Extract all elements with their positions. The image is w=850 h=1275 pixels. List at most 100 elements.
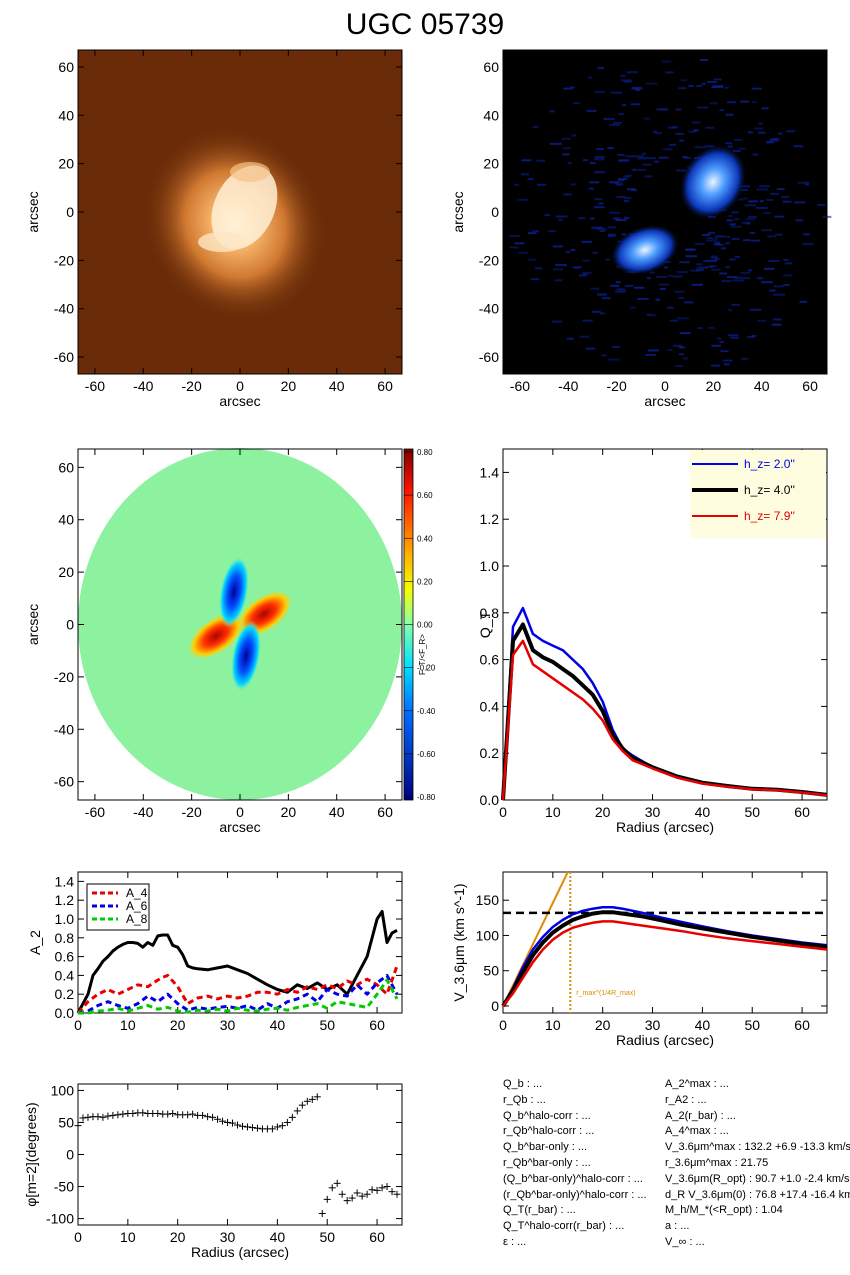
- phase-point: [84, 1113, 92, 1121]
- noise: [591, 226, 603, 229]
- y-tick-label: 0: [66, 204, 74, 220]
- y-axis-label: Q_T: [477, 610, 493, 638]
- noise: [557, 218, 563, 221]
- noise: [590, 287, 600, 290]
- noise: [706, 237, 713, 240]
- info-line: d_R V_3.6μm(0) : 76.8 +17.4 -16.4 km/s/k…: [665, 1188, 850, 1201]
- x-tick-label: 50: [744, 1017, 760, 1033]
- noise: [631, 168, 637, 171]
- noise: [732, 279, 745, 282]
- noise: [618, 113, 624, 116]
- noise: [603, 117, 615, 120]
- noise: [656, 108, 669, 111]
- noise: [745, 218, 756, 221]
- info-line: Q_b^halo-corr : ...: [503, 1109, 591, 1122]
- noise: [601, 354, 607, 357]
- phase-point: [318, 1209, 326, 1217]
- phase-point: [303, 1097, 311, 1105]
- noise: [715, 235, 725, 238]
- y-tick-label: 60: [58, 59, 74, 75]
- x-tick-label: 20: [706, 378, 722, 394]
- info-line: Q_T(r_bar) : ...: [503, 1204, 576, 1217]
- noise: [776, 188, 785, 191]
- y-tick-label: -20: [479, 252, 499, 268]
- noise: [601, 297, 611, 300]
- legend-label: A_6: [126, 899, 148, 913]
- noise: [625, 155, 638, 158]
- colorbar-tick-label: -0.80: [417, 793, 436, 802]
- noise: [609, 123, 621, 126]
- noise: [783, 258, 789, 261]
- noise: [616, 196, 626, 199]
- noise: [655, 132, 662, 135]
- noise: [767, 235, 777, 238]
- noise: [711, 86, 723, 89]
- y-tick-label: 20: [58, 564, 74, 580]
- noise: [679, 332, 691, 335]
- phase-point: [119, 1110, 127, 1118]
- info-line: r_Qb : ...: [503, 1093, 546, 1106]
- noise: [594, 90, 605, 93]
- phase-point: [184, 1111, 192, 1119]
- x-tick-label: 40: [329, 804, 345, 820]
- x-tick-label: -40: [133, 378, 153, 394]
- page-title: UGC 05739: [345, 8, 505, 41]
- image-r-content: [78, 50, 402, 374]
- noise: [694, 146, 707, 149]
- info-line: A_2(r_bar) : ...: [665, 1109, 736, 1122]
- noise: [616, 281, 621, 284]
- qt-series-line: [501, 639, 828, 801]
- noise: [514, 242, 525, 245]
- y-tick-label: 40: [483, 107, 499, 123]
- noise: [549, 110, 555, 113]
- noise: [706, 259, 717, 262]
- noise: [742, 277, 751, 280]
- y-tick-label: 1.4: [55, 873, 75, 889]
- colorbar-tick-label: -0.40: [417, 707, 436, 716]
- noise: [607, 233, 616, 236]
- noise: [623, 175, 630, 178]
- noise: [527, 232, 537, 235]
- noise: [795, 219, 804, 222]
- noise: [572, 101, 581, 104]
- noise: [608, 211, 621, 214]
- noise: [641, 152, 647, 155]
- info-left: Q_b : ... r_Qb : ... Q_b^halo-corr : ... r_…: [503, 1077, 647, 1251]
- noise: [581, 240, 593, 243]
- axis-frame: [77, 1083, 403, 1226]
- x-tick-label: 40: [270, 1229, 286, 1245]
- noise: [518, 251, 528, 254]
- info-line: r_Qb^bar-only : ...: [503, 1156, 591, 1169]
- noise: [669, 319, 679, 322]
- noise: [751, 334, 757, 337]
- noise: [680, 79, 687, 82]
- phase-point: [189, 1110, 197, 1118]
- x-axis-label: arcsec: [219, 819, 260, 835]
- x-tick-label: 40: [695, 1017, 711, 1033]
- noise: [678, 296, 685, 299]
- noise: [544, 214, 551, 217]
- legend-label: h_z= 2.0'': [744, 457, 795, 471]
- noise: [553, 268, 564, 271]
- phase-point: [238, 1122, 246, 1130]
- y-tick-label: 20: [58, 156, 74, 172]
- noise: [594, 171, 606, 174]
- noise: [794, 201, 806, 204]
- x-tick-label: -60: [510, 378, 530, 394]
- info-line: V_3.6μm^max : 132.2 +6.9 -13.3 km/s: [665, 1141, 850, 1154]
- info-line: (r_Qb^bar-only)^halo-corr : ...: [503, 1188, 647, 1201]
- noise: [589, 181, 600, 184]
- noise: [730, 336, 739, 339]
- colorbar-tick-label: 0.20: [417, 577, 433, 586]
- noise: [778, 132, 783, 135]
- noise: [649, 314, 656, 317]
- phase-point: [328, 1184, 336, 1192]
- noise: [527, 178, 534, 181]
- noise: [712, 237, 718, 240]
- y-axis-label: arcsec: [450, 191, 466, 232]
- noise: [594, 198, 603, 201]
- x-tick-label: 0: [74, 1017, 82, 1033]
- noise: [530, 278, 540, 281]
- noise: [678, 353, 685, 356]
